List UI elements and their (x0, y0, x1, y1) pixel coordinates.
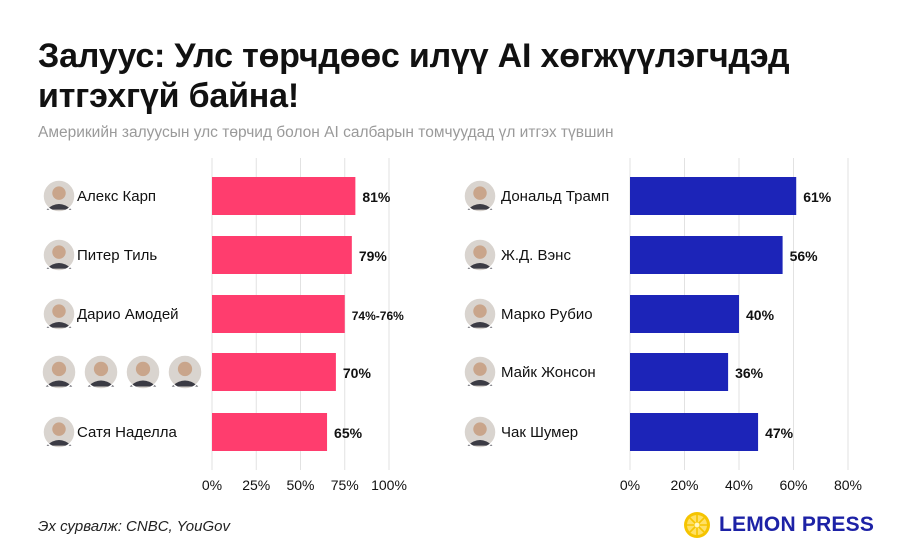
chart-subtitle: Америкийн залуусын улс төрчид болон AI с… (38, 124, 614, 141)
right-bar-3 (630, 353, 729, 391)
right-tick-label-0: 0% (620, 477, 640, 493)
right-avatar-icon-1 (463, 238, 497, 272)
brand-logo: LEMON PRESS (683, 511, 874, 539)
right-category-label-1: Ж.Д. Вэнс (501, 247, 571, 264)
right-value-label-1: 56% (790, 248, 819, 264)
left-bar-2 (212, 295, 345, 333)
left-category-label-1: Питер Тиль (77, 247, 157, 264)
right-tick-label-3: 60% (779, 477, 807, 493)
right-tick-label-2: 40% (725, 477, 753, 493)
right-tick-label-1: 20% (670, 477, 698, 493)
left-bar-4 (212, 413, 328, 451)
right-bar-1 (630, 236, 783, 274)
lemon-icon (684, 512, 710, 538)
left-value-label-4: 65% (334, 425, 363, 441)
left-bar-0 (212, 177, 356, 215)
right-bar-4 (630, 413, 759, 451)
left-value-label-2: 74%-76% (352, 309, 404, 323)
left-category-label-4: Сатя Наделла (77, 424, 177, 441)
left-avatar-icon-3-2 (125, 354, 161, 390)
right-avatar-icon-0 (463, 179, 497, 213)
right-category-label-4: Чак Шумер (501, 424, 578, 441)
right-tick-label-4: 80% (834, 477, 862, 493)
left-category-label-2: Дарио Амодей (77, 306, 179, 323)
left-value-label-0: 81% (362, 189, 391, 205)
right-value-label-4: 47% (765, 425, 794, 441)
left-avatar-icon-3-1 (83, 354, 119, 390)
left-tick-label-0: 0% (202, 477, 222, 493)
left-avatar-icon-4 (42, 415, 76, 449)
chart-title-line-1: Залуус: Улс төрчдөөс илүү AI хөгжүүлэгчд… (38, 37, 790, 75)
left-bar-3 (212, 353, 336, 391)
left-value-label-1: 79% (359, 248, 388, 264)
chart-title: Залуус: Улс төрчдөөс илүү AI хөгжүүлэгчд… (38, 36, 858, 116)
right-avatar-icon-3 (463, 355, 497, 389)
left-avatar-icon-1 (42, 238, 76, 272)
left-tick-label-1: 25% (242, 477, 270, 493)
left-avatar-icon-2 (42, 297, 76, 331)
right-value-label-2: 40% (746, 307, 775, 323)
right-category-label-0: Дональд Трамп (501, 188, 609, 205)
left-category-label-0: Алекс Карп (77, 188, 156, 205)
right-bar-0 (630, 177, 797, 215)
right-category-label-3: Майк Жонсон (501, 364, 596, 381)
right-category-label-2: Марко Рубио (501, 306, 593, 323)
left-tick-label-4: 100% (371, 477, 407, 493)
left-avatar-icon-3-3 (167, 354, 203, 390)
right-avatar-icon-2 (463, 297, 497, 331)
chart-title-line-2: итгэхгүй байна! (38, 77, 299, 115)
right-value-label-0: 61% (803, 189, 832, 205)
left-value-label-3: 70% (343, 365, 372, 381)
left-tick-label-3: 75% (331, 477, 359, 493)
brand-name: LEMON PRESS (719, 513, 875, 536)
left-tick-label-2: 50% (286, 477, 314, 493)
left-bar-1 (212, 236, 352, 274)
right-bar-2 (630, 295, 739, 333)
left-avatar-icon-3-0 (41, 354, 77, 390)
source-note: Эх сурвалж: CNBC, YouGov (38, 518, 230, 535)
left-avatar-icon-0 (42, 179, 76, 213)
right-avatar-icon-4 (463, 415, 497, 449)
right-value-label-3: 36% (735, 365, 764, 381)
